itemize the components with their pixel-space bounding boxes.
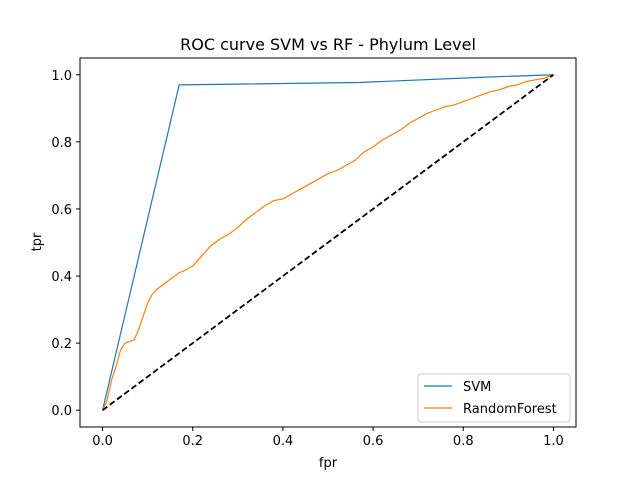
x-axis-label: fpr [319, 456, 338, 471]
chart-title: ROC curve SVM vs RF - Phylum Level [180, 35, 476, 54]
y-tick-label: 1.0 [51, 69, 72, 84]
y-tick-label: 0.6 [51, 203, 72, 218]
legend-label-randomforest: RandomForest [463, 402, 557, 417]
y-tick-label: 0.8 [51, 136, 72, 151]
x-tick-label: 0.8 [453, 434, 474, 449]
x-tick-label: 0.2 [182, 434, 203, 449]
y-tick-label: 0.4 [51, 270, 72, 285]
y-tick-label: 0.2 [51, 337, 72, 352]
x-tick-label: 0.6 [363, 434, 384, 449]
series-line-randomforest [102, 74, 554, 411]
x-tick-label: 1.0 [543, 434, 564, 449]
chance-diagonal-line [102, 74, 554, 411]
y-axis-label: tpr [30, 232, 45, 251]
plot-frame [79, 57, 577, 428]
legend: SVM RandomForest [417, 373, 571, 423]
x-axis: 0.0 0.2 0.4 0.6 0.8 1.0 [92, 427, 564, 449]
x-tick-label: 0.4 [273, 434, 294, 449]
legend-label-svm: SVM [463, 380, 491, 395]
y-tick-label: 0.0 [51, 404, 72, 419]
legend-box [417, 373, 571, 423]
x-tick-label: 0.0 [92, 434, 113, 449]
series-line-svm [101, 74, 554, 411]
y-axis: 0.0 0.2 0.4 0.6 0.8 1.0 [51, 69, 80, 419]
